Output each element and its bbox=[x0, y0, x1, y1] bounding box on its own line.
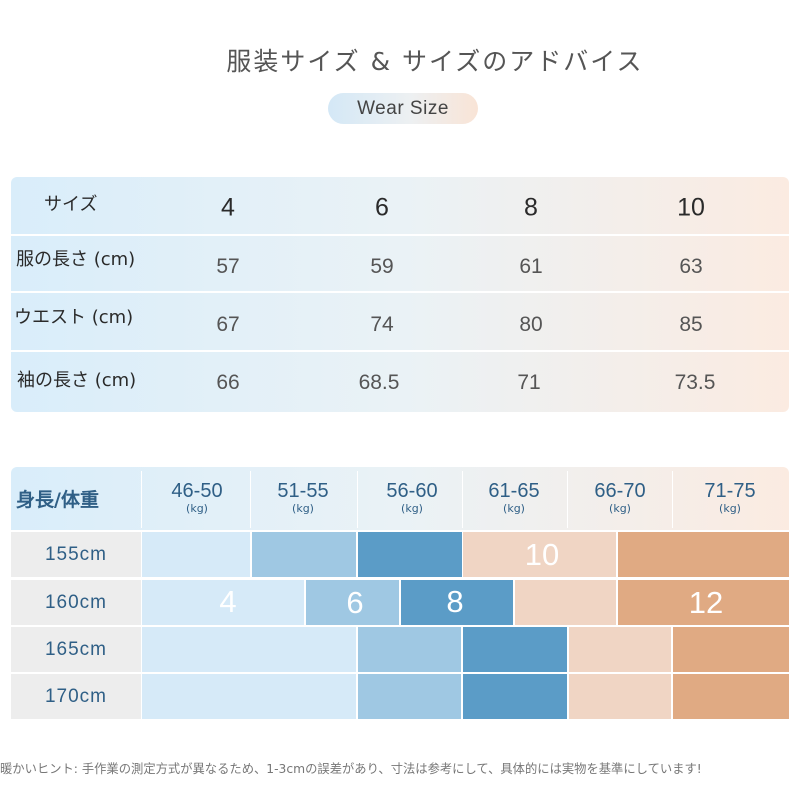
size-10-block bbox=[569, 674, 671, 719]
size-4-block bbox=[142, 580, 304, 625]
size-6-block bbox=[358, 627, 461, 672]
size-label-12: 12 bbox=[688, 585, 724, 620]
weight-range-66-70: 66-70 bbox=[594, 480, 646, 502]
row-label-waist: ウエスト (cm) bbox=[14, 307, 134, 328]
size-label-6: 6 bbox=[346, 585, 364, 620]
height-155: 155cm bbox=[11, 532, 141, 577]
size-10-block bbox=[463, 532, 616, 577]
cell-sleeve-10: 73.5 bbox=[674, 371, 716, 394]
height-165: 165cm bbox=[11, 627, 141, 672]
size-label-4: 4 bbox=[219, 584, 237, 619]
column-divider bbox=[672, 471, 673, 528]
measurement-note: 暖かいヒント: 手作業の測定方式が異なるため、1-3cmの誤差があり、寸法は参考… bbox=[0, 762, 702, 776]
cell-length-10: 63 bbox=[679, 255, 703, 278]
size-8-block bbox=[358, 532, 462, 577]
height-160: 160cm bbox=[11, 580, 141, 625]
cell-waist-6: 74 bbox=[370, 313, 394, 336]
height-weight-label: 身長/体重 bbox=[16, 489, 99, 511]
cell-sleeve-4: 66 bbox=[216, 371, 240, 394]
wear-size-pill: Wear Size bbox=[328, 93, 478, 124]
height-170: 170cm bbox=[11, 674, 141, 719]
weight-unit: (kg) bbox=[401, 502, 423, 515]
cell-length-8: 61 bbox=[519, 255, 543, 278]
size-6-block bbox=[306, 580, 399, 625]
page-title: 服装サイズ & サイズのアドバイス bbox=[226, 47, 644, 76]
weight-range-46-50: 46-50 bbox=[171, 480, 223, 502]
size-header-label: サイズ bbox=[44, 194, 98, 215]
size-table: サイズ 4 6 8 10 服の長さ (cm) 57 59 61 63 ウエスト … bbox=[11, 177, 789, 412]
size-12-block bbox=[618, 532, 789, 577]
row-divider bbox=[11, 234, 789, 236]
weight-range-71-75: 71-75 bbox=[704, 480, 756, 502]
row-divider bbox=[11, 291, 789, 293]
size-header-4: 4 bbox=[221, 193, 235, 222]
cell-sleeve-6: 68.5 bbox=[358, 371, 400, 394]
weight-unit: (kg) bbox=[609, 502, 631, 515]
weight-range-56-60: 56-60 bbox=[386, 480, 438, 502]
row-divider bbox=[11, 350, 789, 352]
weight-unit: (kg) bbox=[719, 502, 741, 515]
size-8-block bbox=[463, 627, 567, 672]
column-divider bbox=[141, 471, 142, 528]
size-12-block bbox=[618, 580, 789, 625]
cell-length-4: 57 bbox=[216, 255, 240, 278]
grid-header bbox=[11, 467, 789, 530]
column-divider bbox=[567, 471, 568, 528]
size-4-block bbox=[142, 627, 356, 672]
size-header-6: 6 bbox=[375, 193, 389, 222]
weight-range-51-55: 51-55 bbox=[277, 480, 329, 502]
size-4-block bbox=[142, 532, 250, 577]
size-12-block bbox=[673, 627, 789, 672]
size-header-10: 10 bbox=[677, 193, 705, 222]
size-8-block bbox=[401, 580, 513, 625]
size-label-8: 8 bbox=[446, 584, 464, 619]
size-header-8: 8 bbox=[524, 193, 538, 222]
cell-waist-4: 67 bbox=[216, 313, 240, 336]
weight-unit: (kg) bbox=[503, 502, 525, 515]
weight-unit: (kg) bbox=[186, 502, 208, 515]
weight-unit: (kg) bbox=[292, 502, 314, 515]
column-divider bbox=[462, 471, 463, 528]
size-8-block bbox=[463, 674, 567, 719]
size-label-10: 10 bbox=[524, 537, 560, 572]
row-label-sleeve: 袖の長さ (cm) bbox=[17, 370, 137, 391]
row-label-length: 服の長さ (cm) bbox=[16, 249, 136, 270]
size-4-block bbox=[142, 674, 356, 719]
cell-waist-10: 85 bbox=[679, 313, 703, 336]
size-10-block bbox=[569, 627, 671, 672]
size-6-block bbox=[358, 674, 461, 719]
weight-range-61-65: 61-65 bbox=[488, 480, 540, 502]
cell-waist-8: 80 bbox=[519, 313, 543, 336]
size-6-block bbox=[252, 532, 356, 577]
column-divider bbox=[357, 471, 358, 528]
cell-length-6: 59 bbox=[370, 255, 394, 278]
column-divider bbox=[250, 471, 251, 528]
size-10-block bbox=[515, 580, 616, 625]
cell-sleeve-8: 71 bbox=[517, 371, 541, 394]
size-12-block bbox=[673, 674, 789, 719]
